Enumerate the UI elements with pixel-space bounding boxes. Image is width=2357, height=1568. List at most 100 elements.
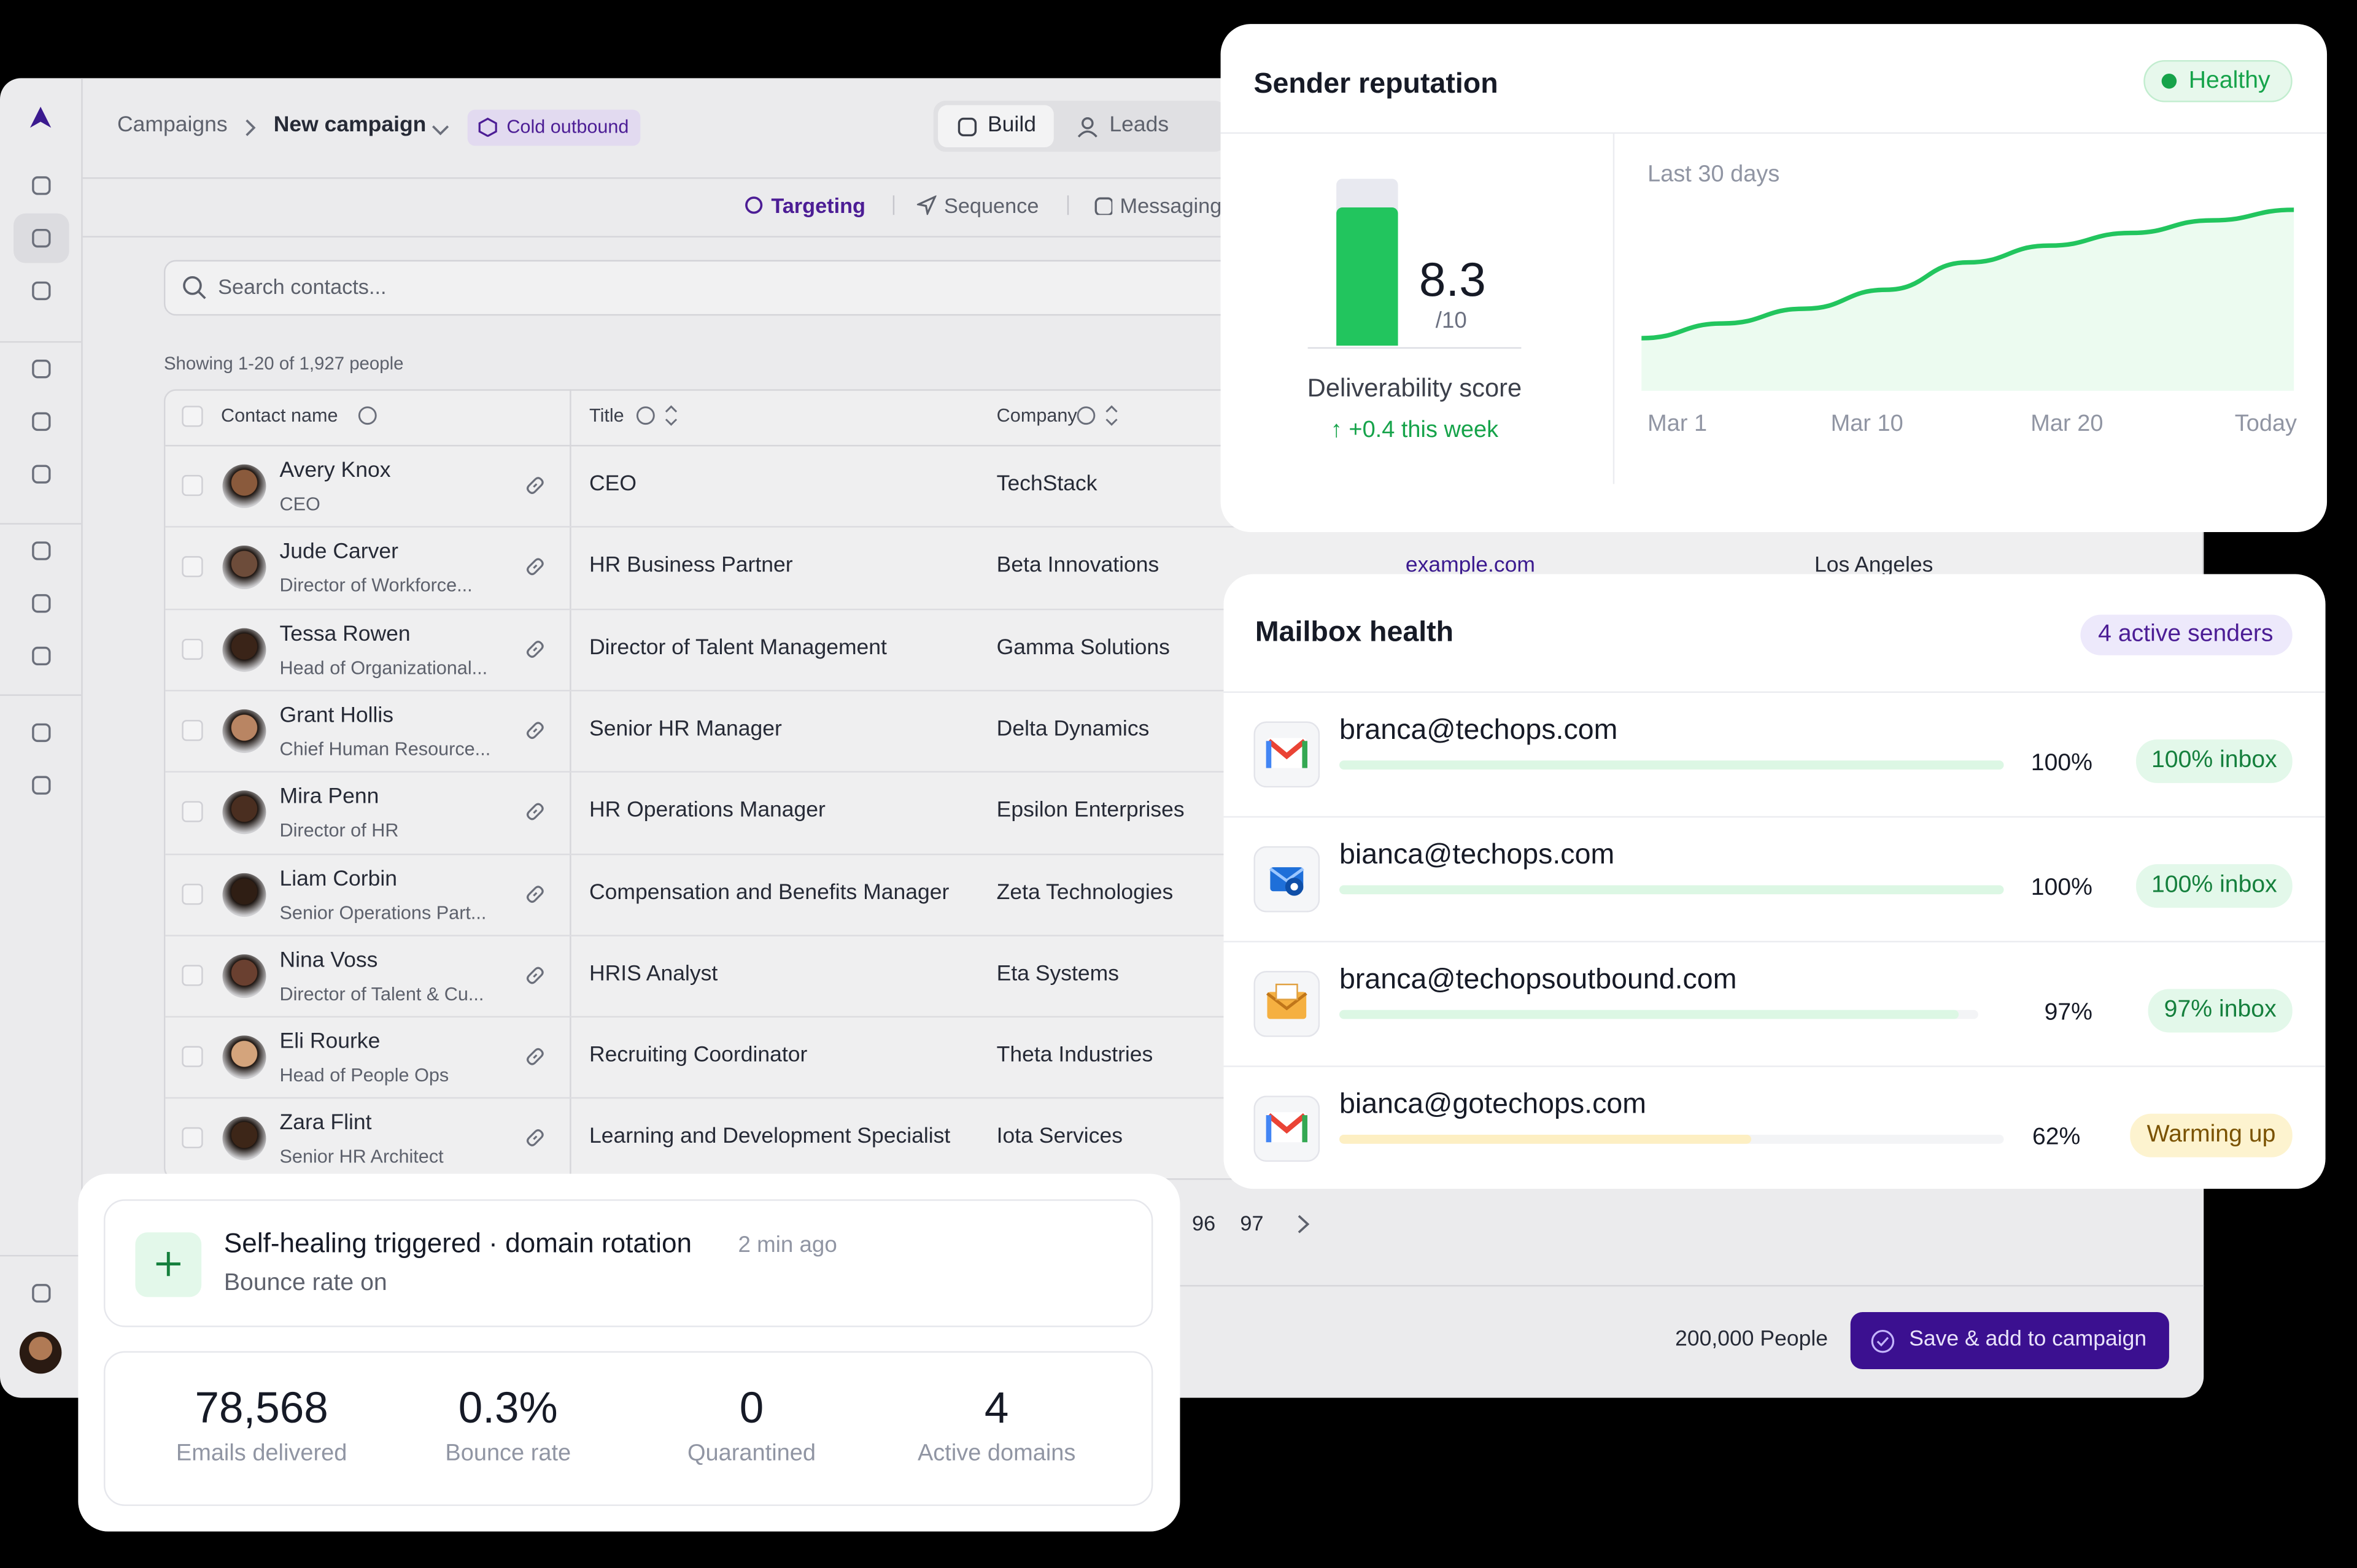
badge-icon bbox=[478, 117, 498, 137]
sidebar-icon bbox=[30, 774, 53, 797]
row-divider bbox=[165, 771, 2204, 773]
subtab[interactable]: Messaging bbox=[1120, 193, 1222, 218]
checkbox[interactable] bbox=[182, 719, 203, 741]
job-title: HR Operations Manager bbox=[589, 798, 826, 823]
provider-icon bbox=[1253, 846, 1320, 913]
row-divider bbox=[165, 1097, 2204, 1100]
row-divider bbox=[165, 526, 2204, 528]
job-title: CEO bbox=[589, 472, 637, 496]
link-icon bbox=[525, 965, 546, 986]
contact-avatar bbox=[222, 709, 266, 753]
contact-avatar bbox=[222, 464, 266, 508]
stat-value: 0.3% bbox=[458, 1385, 558, 1434]
contact-subtitle: Chief Human Resource... bbox=[279, 738, 491, 760]
page-number[interactable]: 97 bbox=[1240, 1210, 1264, 1235]
contact-name: Tessa Rowen bbox=[279, 622, 411, 646]
event-time: 2 min ago bbox=[738, 1232, 837, 1258]
company: Zeta Technologies bbox=[996, 880, 1174, 905]
sidebar-icon bbox=[30, 539, 53, 562]
contact-subtitle: CEO bbox=[279, 493, 320, 515]
checkbox[interactable] bbox=[182, 406, 203, 427]
subtab[interactable]: Sequence bbox=[943, 193, 1039, 218]
checkbox[interactable] bbox=[182, 882, 203, 905]
contact-avatar bbox=[222, 1035, 266, 1079]
score-label: Deliverability score bbox=[1307, 374, 1522, 403]
card-title: Sender reputation bbox=[1253, 68, 1498, 101]
stat-value: 0 bbox=[739, 1385, 764, 1434]
event-title: Self-healing triggered · domain rotation bbox=[223, 1228, 692, 1259]
column-header: Title bbox=[589, 405, 624, 427]
card-title: Mailbox health bbox=[1255, 617, 1454, 649]
tab[interactable]: Leads bbox=[1109, 113, 1169, 137]
link-icon bbox=[525, 1046, 546, 1067]
sidebar-icon bbox=[30, 227, 53, 250]
x-tick-label: Mar 20 bbox=[2030, 411, 2103, 437]
checkbox[interactable] bbox=[182, 556, 203, 578]
stats-box bbox=[103, 1351, 1153, 1506]
breadcrumb-current: New campaign bbox=[273, 113, 427, 137]
results-count: Showing 1-20 of 1,927 people bbox=[163, 353, 404, 374]
status-pill bbox=[2136, 739, 2293, 783]
sender-email: branca@techopsoutbound.com bbox=[1339, 964, 1737, 996]
provider-icon bbox=[1253, 1095, 1320, 1162]
checkbox[interactable] bbox=[182, 1046, 203, 1068]
event-box bbox=[103, 1199, 1153, 1327]
company: Gamma Solutions bbox=[996, 635, 1170, 660]
sidebar-sep bbox=[0, 1254, 82, 1257]
campaign-badge-text: Cold outbound bbox=[506, 116, 629, 138]
provider-icon bbox=[1253, 971, 1320, 1037]
header-divider bbox=[82, 177, 2204, 179]
subtab-icon bbox=[915, 195, 937, 217]
stat-label: Active domains bbox=[917, 1440, 1076, 1467]
contact-subtitle: Head of Organizational... bbox=[279, 657, 488, 678]
contact-subtitle: Head of People Ops bbox=[279, 1065, 449, 1086]
card-divider bbox=[1220, 132, 2328, 134]
contact-name: Avery Knox bbox=[279, 458, 391, 483]
status-text: 97% inbox bbox=[2164, 997, 2277, 1023]
job-title: Director of Talent Management bbox=[589, 635, 887, 660]
stat-label: Emails delivered bbox=[176, 1440, 347, 1467]
contact-avatar bbox=[222, 546, 266, 590]
page-number[interactable]: 96 bbox=[1192, 1210, 1216, 1235]
x-tick-label: Mar 10 bbox=[1830, 411, 1903, 437]
checkbox[interactable] bbox=[182, 964, 203, 986]
contact-avatar bbox=[222, 1117, 266, 1161]
sidebar-icon bbox=[30, 358, 53, 380]
checkbox[interactable] bbox=[182, 801, 203, 823]
sender-email: bianca@gotechops.com bbox=[1339, 1089, 1646, 1121]
contact-subtitle: Director of Workforce... bbox=[279, 575, 473, 597]
status-pill bbox=[2136, 864, 2293, 908]
checkbox[interactable] bbox=[182, 474, 203, 496]
gauge-fill bbox=[1336, 207, 1398, 346]
sidebar-sep bbox=[0, 523, 82, 525]
city: Los Angeles bbox=[1814, 554, 1933, 578]
link-icon bbox=[525, 638, 546, 659]
table-header-divider bbox=[165, 444, 2204, 447]
row-divider bbox=[1223, 941, 2326, 943]
sort-icon bbox=[1105, 404, 1118, 427]
sidebar-sep bbox=[0, 694, 82, 696]
checkbox[interactable] bbox=[182, 1127, 203, 1149]
sticky-column-divider bbox=[570, 389, 571, 1180]
score-suffix: /10 bbox=[1435, 308, 1467, 334]
subtab-active[interactable]: Targeting bbox=[771, 193, 866, 218]
senders-pill bbox=[2080, 614, 2293, 655]
score: 8.3 bbox=[1418, 252, 1486, 307]
checkbox[interactable] bbox=[182, 638, 203, 660]
button-icon bbox=[1870, 1329, 1896, 1354]
column-header: Company bbox=[996, 405, 1077, 427]
company: Eta Systems bbox=[996, 962, 1120, 986]
sidebar-icon bbox=[30, 280, 53, 303]
subtab-sep bbox=[1067, 195, 1069, 215]
save-button[interactable] bbox=[1850, 1311, 2169, 1370]
contact-name: Zara Flint bbox=[279, 1111, 372, 1136]
logo bbox=[29, 105, 53, 129]
tab[interactable]: Build bbox=[987, 113, 1036, 137]
link-icon bbox=[525, 883, 546, 904]
tab-active[interactable] bbox=[938, 105, 1054, 148]
job-title: Learning and Development Specialist bbox=[589, 1125, 951, 1149]
breadcrumb-link[interactable]: Campaigns bbox=[117, 113, 228, 137]
sender-email: bianca@techops.com bbox=[1339, 840, 1615, 871]
